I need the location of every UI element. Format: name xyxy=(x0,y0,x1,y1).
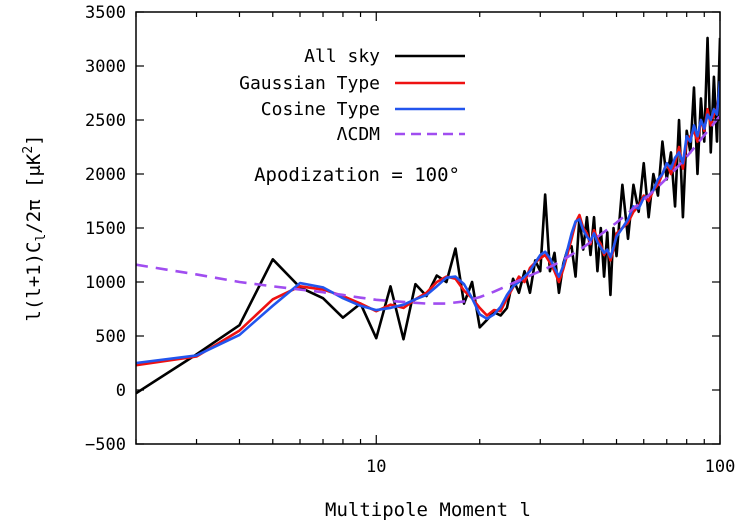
series-line-cosine-type xyxy=(136,81,720,365)
legend: All sky Gaussian Type Cosine Type ΛCDM xyxy=(239,46,465,145)
y-tick-label: 3500 xyxy=(85,3,126,23)
legend-label: Cosine Type xyxy=(261,99,380,120)
y-tick-label: 0 xyxy=(116,381,126,401)
plot-area xyxy=(136,36,720,395)
axis-ticks: −500 0 500 1000 1500 2000 2500 3000 3500 10 100 xyxy=(85,3,735,477)
series-line-gaussian-type xyxy=(136,87,720,367)
legend-label: All sky xyxy=(304,46,380,67)
apodization-annotation: Apodization = 100° xyxy=(254,164,460,186)
y-tick-label: 1500 xyxy=(85,219,126,239)
series-line--cdm xyxy=(136,114,720,305)
y-axis-title-main: l(l+1)C xyxy=(23,242,45,322)
y-tick-label: −500 xyxy=(85,435,126,455)
y-tick-label: 500 xyxy=(95,327,126,347)
legend-label: Gaussian Type xyxy=(239,73,380,94)
y-axis-title-close: ] xyxy=(23,134,45,145)
y-tick-label: 3000 xyxy=(85,57,126,77)
plot-frame xyxy=(135,11,721,445)
y-tick-label: 2500 xyxy=(85,111,126,131)
x-tick-label: 100 xyxy=(705,457,736,477)
y-tick-label: 2000 xyxy=(85,165,126,185)
legend-label: ΛCDM xyxy=(337,124,381,145)
y-tick-label: 1000 xyxy=(85,273,126,293)
y-axis-title-sub: l xyxy=(34,234,49,242)
y-axis-title-sup: 2 xyxy=(21,146,36,154)
x-tick-label: 10 xyxy=(366,457,386,477)
y-axis-title-tail: /2π [μK xyxy=(23,153,45,234)
y-axis-title: l(l+1)Cl/2π [μK2] xyxy=(21,134,49,321)
x-axis-title: Multipole Moment l xyxy=(325,499,531,521)
